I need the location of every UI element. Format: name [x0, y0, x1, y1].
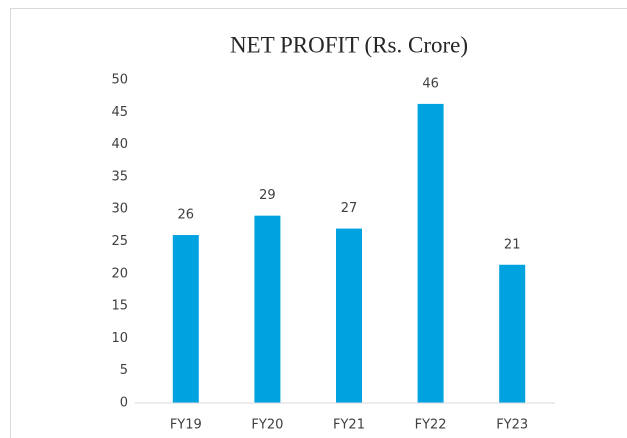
bar: [336, 228, 362, 403]
y-tick-label: 20: [111, 266, 128, 281]
chart-frame: [10, 8, 627, 438]
bar: [172, 235, 199, 403]
data-label: 26: [178, 208, 195, 223]
y-tick-label: 50: [111, 73, 128, 88]
y-tick-label: 10: [111, 331, 128, 346]
x-tick-label: FY22: [415, 418, 447, 433]
y-tick-label: 35: [111, 169, 128, 184]
bar: [499, 264, 526, 403]
data-label: 27: [341, 201, 358, 216]
x-tick-label: FY19: [170, 418, 202, 433]
bar: [254, 215, 281, 403]
x-tick-label: FY21: [333, 418, 365, 433]
data-label: 21: [504, 237, 521, 252]
y-tick-label: 45: [111, 105, 128, 120]
data-label: 29: [259, 188, 276, 203]
data-label: 46: [422, 76, 439, 91]
bar: [417, 103, 444, 403]
y-tick-label: 5: [120, 363, 128, 378]
x-tick-label: FY20: [251, 418, 283, 433]
y-tick-label: 30: [111, 202, 128, 217]
chart-title: NET PROFIT (Rs. Crore): [230, 32, 468, 57]
y-tick-label: 15: [111, 299, 128, 314]
x-tick-label: FY23: [496, 418, 528, 433]
y-tick-label: 0: [120, 396, 128, 411]
y-tick-label: 25: [111, 234, 128, 249]
y-tick-label: 40: [111, 137, 128, 152]
